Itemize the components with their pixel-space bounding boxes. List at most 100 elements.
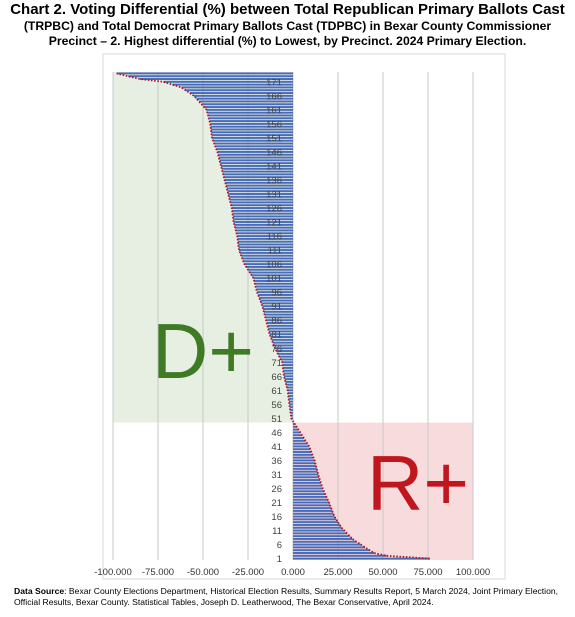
bar-163 [201,103,293,106]
bar-35 [293,462,316,465]
bar-96 [257,291,293,294]
bar-18 [293,509,333,512]
bar-143 [219,159,293,162]
bar-159 [208,114,293,117]
bar-161 [206,108,293,111]
bar-30 [293,476,320,479]
bar-77 [273,344,293,347]
bar-62 [286,386,293,389]
y-tick-label: 106 [266,260,282,271]
bar-34 [293,465,317,468]
bar-33 [293,467,317,470]
y-tick-label: 131 [266,190,282,201]
y-tick-label: 141 [266,161,282,172]
bar-37 [293,456,314,459]
bar-66 [284,375,293,378]
bar-100 [254,279,293,282]
bar-64 [285,380,293,383]
x-tick-label: 50.000 [368,567,397,578]
y-tick-label: 6 [277,540,282,551]
y-tick-label: 21 [271,498,282,509]
y-tick-label: 126 [266,204,282,215]
bar-61 [287,389,293,392]
chart-title-line-1: Chart 2. Voting Differential (%) between… [10,1,565,18]
bar-6 [293,543,361,546]
bar-104 [248,268,293,271]
bar-93 [260,299,293,302]
bar-157 [209,120,293,123]
bar-149 [214,142,293,145]
bar-97 [256,288,293,291]
y-tick-label: 81 [271,330,282,341]
x-tick-label: 100.000 [456,567,490,578]
bar-160 [207,111,293,114]
bar-165 [196,97,293,100]
bar-117 [236,232,293,235]
bar-63 [286,383,293,386]
x-axis-ticks: -100.000 -75.000 -50.000 -25.000 0.000 25.000… [94,567,490,578]
d-plus-label: D+ [152,307,254,395]
bar-158 [208,117,293,120]
bar-124 [232,212,293,215]
bar-25 [293,490,324,493]
bar-14 [293,521,338,524]
bar-45 [293,434,302,437]
bar-23 [293,495,327,498]
bar-139 [222,170,293,173]
bar-56 [289,403,293,406]
bar-83 [268,327,293,330]
bar-24 [293,493,326,496]
bar-105 [246,265,293,268]
bar-85 [266,322,293,324]
bar-42 [293,442,308,445]
bar-94 [259,296,293,299]
bar-120 [234,223,293,226]
bar-131 [228,193,293,195]
y-tick-label: 101 [266,274,282,285]
bar-174 [116,72,293,75]
bar-88 [264,313,293,316]
bar-110 [240,251,293,254]
y-tick-label: 36 [271,456,282,467]
bar-67 [283,372,293,375]
bar-90 [263,308,293,310]
bar-32 [293,470,318,473]
gridlines [112,72,474,560]
bar-38 [293,453,313,456]
x-tick-label: -75.000 [142,567,174,578]
bar-152 [211,134,293,137]
bar-132 [227,190,293,193]
bar-170 [172,83,293,86]
bars [116,72,430,560]
bar-9 [293,535,350,538]
x-tick-label: 0.000 [281,567,305,578]
bar-129 [229,198,293,201]
data-source-text: : Bexar County Elections Department, His… [14,586,559,607]
chart-title-block: Chart 2. Voting Differential (%) between… [0,0,575,49]
bar-137 [223,176,293,179]
bar-153 [211,131,293,134]
y-axis-ticks: 1611162126313641465156616671768186919610… [266,77,282,565]
data-source-note: Data Source: Bexar County Elections Depa… [14,586,564,608]
chart-title-line-2: (TRPBC) and Total Democrat Primary Ballo… [23,19,552,33]
bar-135 [225,181,293,184]
bar-133 [226,187,293,190]
y-tick-label: 151 [266,133,282,144]
bar-19 [293,507,332,510]
bar-112 [238,246,293,249]
bar-130 [228,195,293,198]
bar-119 [235,226,293,229]
bar-54 [290,408,293,411]
bar-13 [293,523,340,526]
bar-141 [221,164,293,167]
bar-101 [253,277,293,280]
bar-166 [194,94,293,97]
bar-65 [284,378,293,381]
bar-147 [216,148,293,151]
bar-8 [293,537,353,540]
bar-78 [272,341,293,344]
bar-82 [268,330,293,333]
bar-31 [293,473,319,476]
bar-121 [233,221,293,224]
